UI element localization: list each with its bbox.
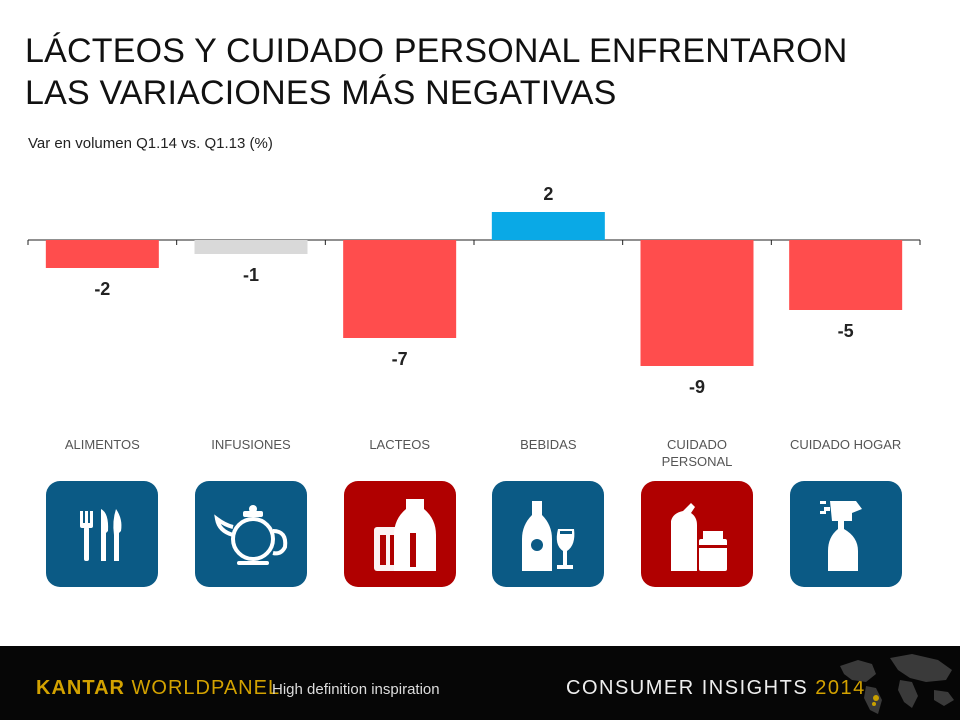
chart-subtitle: Var en volumen Q1.14 vs. Q1.13 (%) (28, 135, 273, 152)
milk-bottle-icon (373, 499, 436, 571)
spray-bottle-icon (819, 501, 862, 571)
category-tile (195, 481, 307, 587)
title-line-1: LÁCTEOS Y CUIDADO PERSONAL ENFRENTARON (25, 32, 848, 70)
title-line-2: LAS VARIACIONES MÁS NEGATIVAS (25, 74, 617, 112)
bar-lacteos (343, 240, 457, 338)
category-label: CUIDADO PERSONAL (661, 437, 733, 469)
page-title: LÁCTEOS Y CUIDADO PERSONAL ENFRENTARON L… (25, 30, 945, 114)
teapot-icon (214, 505, 288, 565)
brand-kantar: KANTAR (36, 677, 125, 699)
category-tile (492, 481, 605, 587)
category-tile (46, 481, 159, 587)
consumer-insights-text: CONSUMER INSIGHTS (566, 677, 809, 699)
bar-chart: -2 -1 -7 2 -9 -5 (27, 184, 921, 397)
category-tile (641, 481, 753, 587)
bar-infusiones (194, 240, 308, 254)
brand-logo: KANTAR WORLDPANEL (36, 677, 280, 700)
data-label: -1 (243, 265, 259, 285)
brand-tagline: High definition inspiration (272, 681, 440, 698)
category-label: ALIMENTOS (64, 437, 140, 452)
bar-cuidado-personal (640, 240, 754, 366)
category-tile (789, 481, 902, 587)
data-label: -7 (392, 349, 408, 369)
category-label: LACTEOS (369, 437, 430, 452)
category-label: INFUSIONES (211, 437, 291, 452)
bottle-glass-icon (522, 501, 575, 571)
category-label: BEBIDAS (520, 437, 577, 452)
category-label: CUIDADO HOGAR (790, 437, 902, 452)
bar-cuidado-hogar (789, 240, 903, 310)
data-label: 2 (543, 184, 553, 204)
world-map-icon (840, 654, 954, 714)
consumer-insights-label: CONSUMER INSIGHTS 2014 (566, 677, 866, 700)
brand-worldpanel: WORLDPANEL (131, 677, 281, 699)
bar-alimentos (45, 240, 159, 268)
personal-care-icon (671, 503, 727, 571)
bar-bebidas (491, 212, 605, 240)
data-label: -2 (94, 279, 110, 299)
data-label: -5 (838, 321, 854, 341)
footer-bar: KANTAR WORLDPANEL High definition inspir… (0, 646, 960, 720)
data-label: -9 (689, 377, 705, 397)
consumer-insights-year: 2014 (815, 677, 866, 699)
cutlery-icon (80, 509, 122, 561)
category-tile (343, 481, 456, 587)
